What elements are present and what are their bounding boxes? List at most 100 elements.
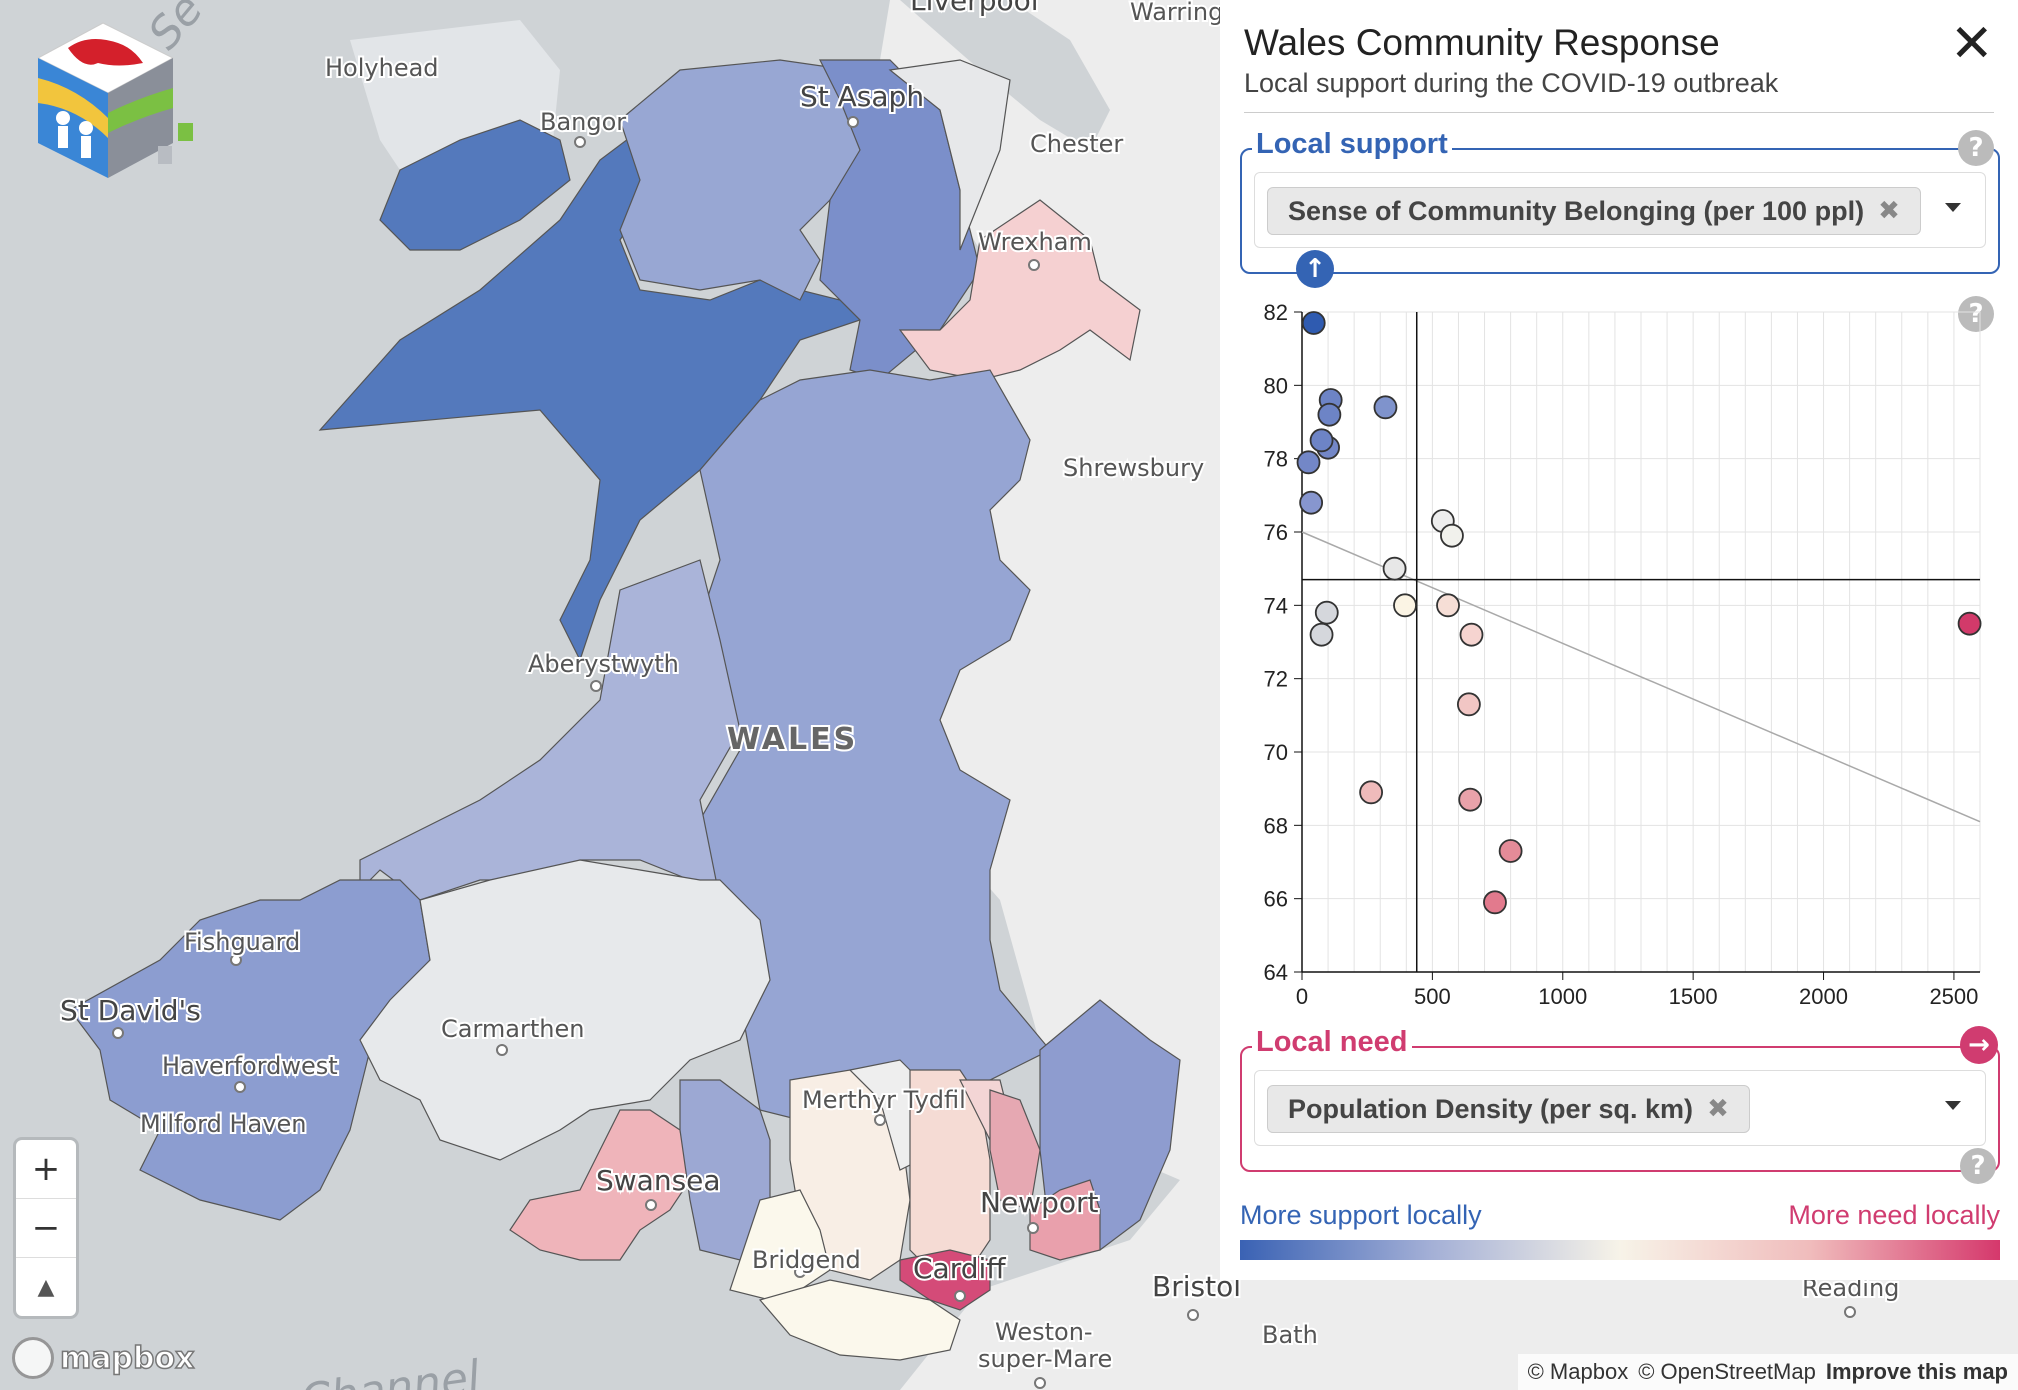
improve-map-link[interactable]: Improve this map: [1825, 1359, 2008, 1384]
scatter-point[interactable]: [1456, 692, 1481, 717]
x-axis-ticks: 0 500 1000 1500 2000 2500: [1296, 972, 1978, 1009]
svg-text:Bridgend: Bridgend: [752, 1246, 861, 1274]
need-selected-chip: Population Density (per sq. km) ✖: [1267, 1085, 1750, 1133]
x-tick-label: 0: [1296, 984, 1308, 1009]
region-flintshire: [888, 59, 1011, 251]
svg-text:Carmarthen: Carmarthen: [441, 1015, 584, 1043]
svg-text:St David's: St David's: [60, 994, 201, 1027]
scatter-point[interactable]: [1314, 600, 1339, 625]
need-dropdown-chevron-icon[interactable]: [1945, 1101, 1961, 1110]
support-dropdown-chevron-icon[interactable]: [1945, 203, 1961, 212]
scatter-point[interactable]: [1301, 311, 1326, 335]
y-tick-label: 66: [1264, 887, 1288, 912]
svg-text:Liverpool: Liverpool: [910, 0, 1039, 17]
support-selected-chip: Sense of Community Belonging (per 100 pp…: [1267, 187, 1921, 235]
scatter-point[interactable]: [1317, 402, 1342, 427]
place-labels: Liverpool Warring Holyhead Bangor St Asa…: [58, 0, 1901, 1390]
svg-text:super-Mare: super-Mare: [978, 1345, 1112, 1373]
svg-text:Warring: Warring: [1130, 0, 1223, 26]
svg-text:Bath: Bath: [1262, 1321, 1318, 1349]
scatter-point[interactable]: [1459, 622, 1484, 647]
svg-text:Aberystwyth: Aberystwyth: [528, 650, 679, 678]
dee-estuary: [900, 0, 1110, 150]
scatter-point[interactable]: [1373, 395, 1398, 420]
need-help-icon[interactable]: ?: [1960, 1148, 1996, 1184]
scatter-point[interactable]: [1309, 428, 1334, 453]
scatter-point[interactable]: [1957, 611, 1982, 636]
region-newport: [1029, 1179, 1101, 1261]
mapbox-logo[interactable]: mapbox: [12, 1337, 195, 1379]
panel-title: Wales Community Response: [1244, 22, 1720, 63]
need-selected-label: Population Density (per sq. km): [1288, 1093, 1694, 1124]
local-support-legend: Local support: [1252, 128, 1452, 161]
x-tick-label: 500: [1414, 984, 1451, 1009]
svg-text:WALES: WALES: [727, 722, 858, 757]
scatter-point[interactable]: [1382, 556, 1407, 581]
svg-text:Haverfordwest: Haverfordwest: [162, 1052, 338, 1080]
mapbox-wordmark: mapbox: [59, 1340, 195, 1377]
region-vale-of-glamorgan: [758, 1279, 961, 1361]
zoom-in-button[interactable]: +: [16, 1140, 76, 1199]
x-tick-label: 1500: [1669, 984, 1718, 1009]
y-tick-label: 80: [1264, 373, 1288, 398]
svg-text:Chester: Chester: [1030, 130, 1123, 158]
region-cardiff: [899, 1249, 991, 1311]
scatter-point[interactable]: [1440, 523, 1464, 548]
scatter-point[interactable]: [1309, 622, 1334, 647]
svg-text:Newport: Newport: [980, 1186, 1098, 1219]
region-wrexham: [898, 199, 1141, 381]
y-tick-label: 78: [1264, 447, 1288, 472]
support-select[interactable]: Sense of Community Belonging (per 100 pp…: [1254, 172, 1986, 248]
scatter-point[interactable]: [1458, 787, 1483, 812]
chart-gridlines: [1301, 311, 1981, 973]
compass-button[interactable]: ▲: [37, 1274, 55, 1300]
support-remove-icon[interactable]: ✖: [1878, 196, 1900, 226]
panel-divider: [1244, 112, 1994, 113]
mapbox-icon: [12, 1337, 54, 1379]
x-tick-label: 2500: [1929, 984, 1978, 1009]
x-tick-label: 2000: [1799, 984, 1848, 1009]
svg-text:Weston-: Weston-: [995, 1318, 1093, 1346]
svg-text:Milford Haven: Milford Haven: [140, 1110, 306, 1138]
y-tick-label: 68: [1264, 813, 1288, 838]
close-icon[interactable]: ✕: [1950, 14, 1994, 74]
scatter-point[interactable]: [1296, 450, 1321, 475]
svg-text:Wrexham: Wrexham: [978, 228, 1092, 256]
local-support-fieldset: Local support ? Sense of Community Belon…: [1240, 128, 2000, 288]
scatter-point[interactable]: [1483, 890, 1507, 915]
panel-subtitle: Local support during the COVID-19 outbre…: [1244, 68, 1779, 98]
scatter-point[interactable]: [1498, 839, 1523, 863]
scatter-point[interactable]: [1359, 780, 1384, 805]
color-legend-bar: [1240, 1240, 2000, 1260]
color-legend-labels: More support locally More need locally: [1240, 1200, 2000, 1231]
svg-text:Fishguard: Fishguard: [184, 928, 300, 956]
chart-help-icon[interactable]: ?: [1958, 296, 1994, 332]
svg-text:Bangor: Bangor: [540, 108, 626, 136]
attribution-osm-link[interactable]: © OpenStreetMap: [1638, 1359, 1816, 1384]
y-tick-label: 64: [1264, 960, 1288, 985]
y-tick-label: 72: [1264, 667, 1288, 692]
app-logo: [36, 22, 193, 178]
need-select[interactable]: Population Density (per sq. km) ✖: [1254, 1070, 1986, 1146]
legend-left-label: More support locally: [1240, 1200, 1482, 1230]
need-remove-icon[interactable]: ✖: [1707, 1094, 1729, 1124]
svg-text:Merthyr Tydfil: Merthyr Tydfil: [802, 1086, 966, 1114]
zoom-out-button[interactable]: −: [16, 1199, 76, 1258]
svg-text:Shrewsbury: Shrewsbury: [1063, 454, 1204, 482]
svg-text:Swansea: Swansea: [596, 1164, 721, 1197]
map-attribution: © Mapbox © OpenStreetMap Improve this ma…: [1517, 1354, 2018, 1390]
scatter-point[interactable]: [1436, 593, 1460, 618]
region-carmarthenshire: [359, 859, 771, 1161]
y-tick-label: 82: [1264, 300, 1288, 325]
local-need-legend: Local need: [1252, 1026, 1412, 1059]
wales-regions[interactable]: [69, 59, 1181, 1361]
support-help-icon[interactable]: ?: [1958, 130, 1994, 166]
y-axis-arrow-up-icon: ↑: [1296, 250, 1334, 288]
x-axis-arrow-right-icon: →: [1960, 1026, 1998, 1064]
region-anglesey: [379, 119, 571, 251]
scatter-point[interactable]: [1393, 593, 1417, 618]
attribution-mapbox-link[interactable]: © Mapbox: [1527, 1359, 1629, 1384]
scatter-point[interactable]: [1299, 490, 1324, 515]
support-selected-label: Sense of Community Belonging (per 100 pp…: [1288, 195, 1865, 226]
y-tick-label: 76: [1264, 520, 1288, 545]
